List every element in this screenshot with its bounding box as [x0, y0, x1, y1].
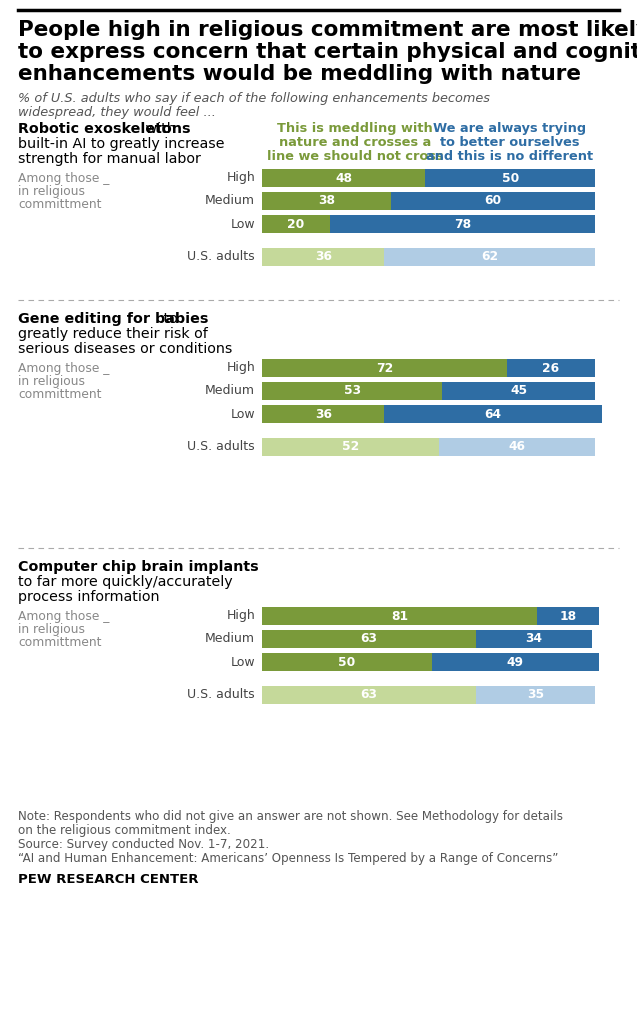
Bar [262, 405, 384, 422]
Text: built-in AI to greatly increase: built-in AI to greatly increase [18, 137, 224, 151]
Text: committment: committment [18, 198, 101, 211]
Bar [262, 607, 538, 625]
Text: to: to [159, 312, 178, 326]
Text: 36: 36 [315, 251, 332, 264]
Text: widespread, they would feel ...: widespread, they would feel ... [18, 106, 216, 119]
Text: Low: Low [231, 656, 255, 668]
Bar [330, 215, 595, 233]
Text: This is meddling with: This is meddling with [277, 122, 433, 135]
Text: 45: 45 [510, 385, 527, 398]
Text: 50: 50 [338, 656, 355, 668]
Text: Computer chip brain implants: Computer chip brain implants [18, 560, 259, 574]
Text: U.S. adults: U.S. adults [187, 441, 255, 453]
Text: High: High [226, 361, 255, 374]
Text: 53: 53 [343, 385, 361, 398]
Text: People high in religious commitment are most likely: People high in religious commitment are … [18, 20, 637, 40]
Text: line we should not cross: line we should not cross [267, 150, 443, 163]
Text: Note: Respondents who did not give an answer are not shown. See Methodology for : Note: Respondents who did not give an an… [18, 810, 563, 822]
Text: with: with [141, 122, 176, 136]
Bar [391, 192, 595, 210]
Text: “AI and Human Enhancement: Americans’ Openness Is Tempered by a Range of Concern: “AI and Human Enhancement: Americans’ Op… [18, 852, 559, 865]
Text: 46: 46 [508, 441, 526, 453]
Text: PEW RESEARCH CENTER: PEW RESEARCH CENTER [18, 873, 199, 886]
Text: Gene editing for babies: Gene editing for babies [18, 312, 208, 326]
Text: to express concern that certain physical and cognitive: to express concern that certain physical… [18, 42, 637, 62]
Text: Low: Low [231, 218, 255, 230]
Bar [262, 653, 432, 671]
Text: U.S. adults: U.S. adults [187, 251, 255, 264]
Text: 18: 18 [559, 610, 576, 623]
Bar [262, 192, 391, 210]
Text: Among those _: Among those _ [18, 172, 110, 185]
Text: U.S. adults: U.S. adults [187, 688, 255, 702]
Bar [262, 248, 384, 266]
Text: Medium: Medium [205, 194, 255, 208]
Bar [476, 686, 595, 704]
Text: Robotic exoskeletons: Robotic exoskeletons [18, 122, 190, 136]
Text: 62: 62 [481, 251, 498, 264]
Bar [476, 630, 592, 648]
Text: Among those _: Among those _ [18, 362, 110, 375]
Text: High: High [226, 610, 255, 623]
Text: Medium: Medium [205, 632, 255, 646]
Text: in religious: in religious [18, 623, 85, 636]
Text: 72: 72 [376, 361, 393, 374]
Bar [262, 686, 476, 704]
Text: to better ourselves: to better ourselves [440, 136, 580, 149]
Text: Source: Survey conducted Nov. 1-7, 2021.: Source: Survey conducted Nov. 1-7, 2021. [18, 838, 269, 851]
Text: High: High [226, 172, 255, 184]
Text: to far more quickly/accurately: to far more quickly/accurately [18, 575, 233, 589]
Bar [262, 630, 476, 648]
Text: We are always trying: We are always trying [433, 122, 587, 135]
Bar [507, 359, 595, 377]
Text: 48: 48 [335, 172, 352, 184]
Text: 34: 34 [526, 632, 543, 646]
Text: 63: 63 [361, 688, 378, 702]
Text: % of U.S. adults who say if each of the following enhancements becomes: % of U.S. adults who say if each of the … [18, 92, 490, 105]
Text: 64: 64 [485, 407, 502, 420]
Text: committment: committment [18, 636, 101, 649]
Bar [426, 169, 595, 187]
Text: 63: 63 [361, 632, 378, 646]
Text: enhancements would be meddling with nature: enhancements would be meddling with natu… [18, 64, 581, 84]
Text: strength for manual labor: strength for manual labor [18, 152, 201, 166]
Bar [384, 405, 602, 422]
Text: 50: 50 [501, 172, 519, 184]
Bar [262, 382, 442, 400]
Text: committment: committment [18, 388, 101, 401]
Bar [262, 215, 330, 233]
Bar [538, 607, 599, 625]
Text: 52: 52 [342, 441, 359, 453]
Text: serious diseases or conditions: serious diseases or conditions [18, 342, 233, 356]
Text: 78: 78 [454, 218, 471, 230]
Text: 38: 38 [318, 194, 335, 208]
Text: in religious: in religious [18, 375, 85, 388]
Bar [442, 382, 595, 400]
Bar [384, 248, 595, 266]
Text: in religious: in religious [18, 185, 85, 198]
Text: 81: 81 [391, 610, 408, 623]
Text: and this is no different: and this is no different [426, 150, 594, 163]
Text: greatly reduce their risk of: greatly reduce their risk of [18, 327, 208, 341]
Text: 26: 26 [543, 361, 559, 374]
Text: 35: 35 [527, 688, 544, 702]
Text: process information: process information [18, 590, 159, 604]
Text: 36: 36 [315, 407, 332, 420]
Text: 20: 20 [287, 218, 304, 230]
Bar [262, 359, 507, 377]
Text: Among those _: Among those _ [18, 610, 110, 623]
Text: nature and crosses a: nature and crosses a [279, 136, 431, 149]
Bar [262, 438, 439, 456]
Text: Low: Low [231, 407, 255, 420]
Text: Medium: Medium [205, 385, 255, 398]
Text: 60: 60 [485, 194, 502, 208]
Text: on the religious commitment index.: on the religious commitment index. [18, 824, 231, 837]
Bar [262, 169, 426, 187]
Bar [432, 653, 599, 671]
Bar [439, 438, 595, 456]
Text: 49: 49 [507, 656, 524, 668]
